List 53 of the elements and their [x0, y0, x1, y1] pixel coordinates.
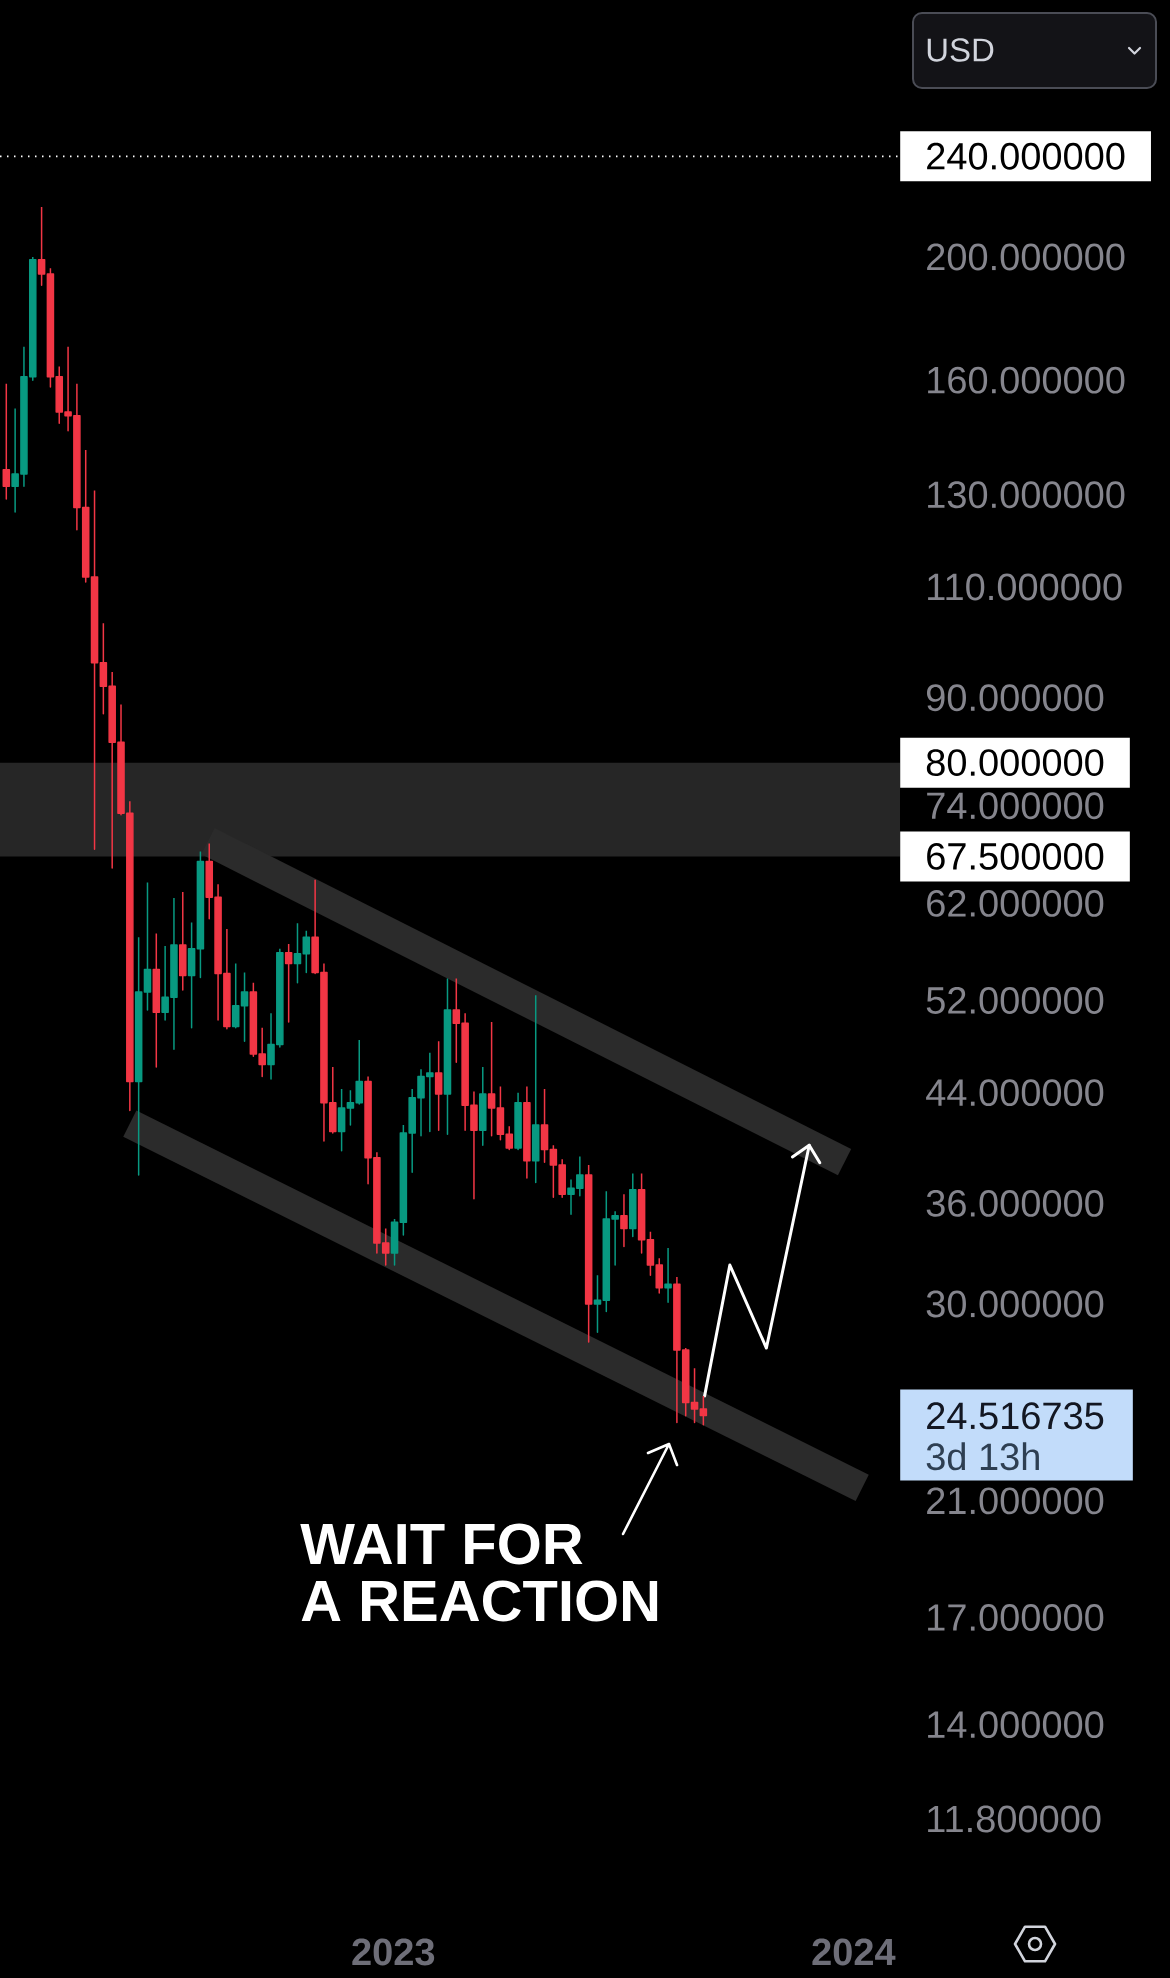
candlestick [620, 1193, 628, 1248]
candlestick [593, 1274, 602, 1334]
candlestick [46, 267, 55, 388]
y-tick-label: 44.000000 [926, 1079, 1104, 1107]
candlestick [152, 932, 161, 1068]
y-tick-label: 67.500000 [927, 842, 1104, 870]
y-tick-label: 130.000000 [928, 481, 1125, 509]
candlestick [196, 850, 205, 979]
y-tick-label: 11.800000 [928, 1805, 1101, 1833]
y-tick-label: 24.516735 [927, 1402, 1104, 1430]
candlestick [531, 994, 540, 1184]
x-tick-label: 2024 [812, 1938, 896, 1966]
candlestick [337, 1088, 346, 1152]
candlestick [584, 1164, 593, 1343]
y-tick-label: 80.000000 [926, 749, 1104, 777]
candlestick [629, 1172, 637, 1238]
candlestick [143, 881, 152, 1011]
candlestick [690, 1367, 699, 1424]
y-tick-label: 110.000000 [928, 573, 1122, 601]
x-tick-label: 2023 [352, 1938, 435, 1966]
candlestick [240, 971, 249, 1042]
y-tick-label: 200.000000 [927, 243, 1125, 271]
y-tick-label: 17.000000 [928, 1604, 1104, 1631]
y-axis-title: USD [927, 38, 994, 62]
y-tick-label: 21.000000 [927, 1487, 1104, 1515]
candlestick [293, 922, 302, 984]
candlestick [487, 1021, 496, 1137]
annotation: WAIT FOR A REACTION [300, 1523, 658, 1622]
candlestick [514, 1091, 522, 1151]
candlestick [699, 1395, 708, 1426]
candlestick [2, 382, 11, 500]
y-tick-label: 62.000000 [927, 889, 1104, 917]
candlestick [664, 1247, 672, 1303]
candlestick [637, 1172, 646, 1254]
candlestick [179, 891, 187, 991]
y-tick-label: 160.000000 [928, 366, 1125, 394]
candlestick [434, 1040, 443, 1132]
y-tick-label: 240.000000 [927, 142, 1125, 170]
y-tick-label: 14.000000 [928, 1711, 1104, 1739]
candlestick [523, 1085, 531, 1179]
candlestick [443, 977, 452, 1136]
candlestick [231, 962, 240, 1029]
y-tick-label: 90.000000 [926, 684, 1104, 712]
y-tick-label: 36.000000 [926, 1189, 1104, 1217]
candlestick [540, 1088, 549, 1163]
candlestick [479, 1066, 487, 1146]
text: 3d 13h [926, 1442, 1039, 1471]
candlestick [134, 936, 143, 1176]
candlestick [37, 206, 46, 287]
y-tick-label: 52.000000 [926, 986, 1104, 1014]
candlestick [390, 1218, 399, 1266]
y-tick-label: 30.000000 [926, 1290, 1104, 1318]
y-tick-label: 74.000000 [927, 792, 1104, 820]
